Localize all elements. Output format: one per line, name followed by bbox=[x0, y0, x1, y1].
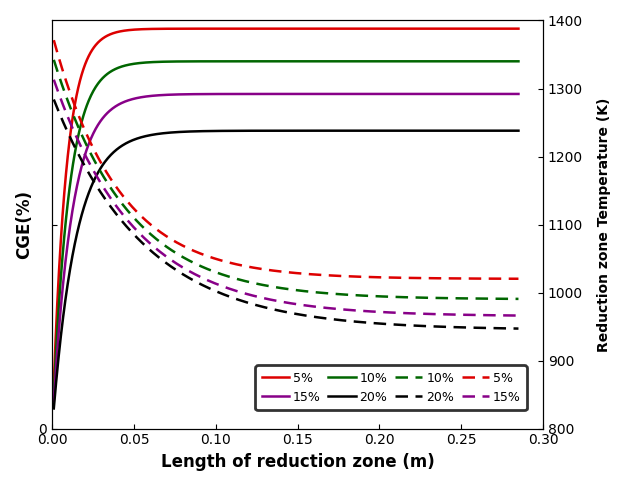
Y-axis label: CGE(%): CGE(%) bbox=[15, 190, 33, 259]
Legend: 5%, 15%, 10%, 20%, 10%, 20%, 5%, 15%: 5%, 15%, 10%, 20%, 10%, 20%, 5%, 15% bbox=[255, 365, 527, 410]
Y-axis label: Reduction zone Temperature (K): Reduction zone Temperature (K) bbox=[597, 97, 611, 352]
X-axis label: Length of reduction zone (m): Length of reduction zone (m) bbox=[161, 453, 434, 471]
